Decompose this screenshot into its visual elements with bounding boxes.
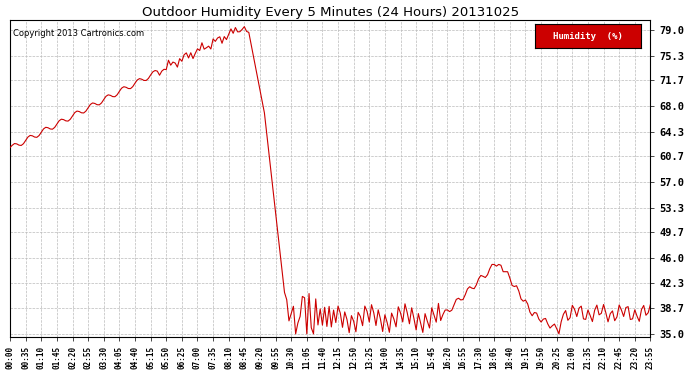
Text: Copyright 2013 Cartronics.com: Copyright 2013 Cartronics.com <box>13 29 144 38</box>
Title: Outdoor Humidity Every 5 Minutes (24 Hours) 20131025: Outdoor Humidity Every 5 Minutes (24 Hou… <box>141 6 519 18</box>
